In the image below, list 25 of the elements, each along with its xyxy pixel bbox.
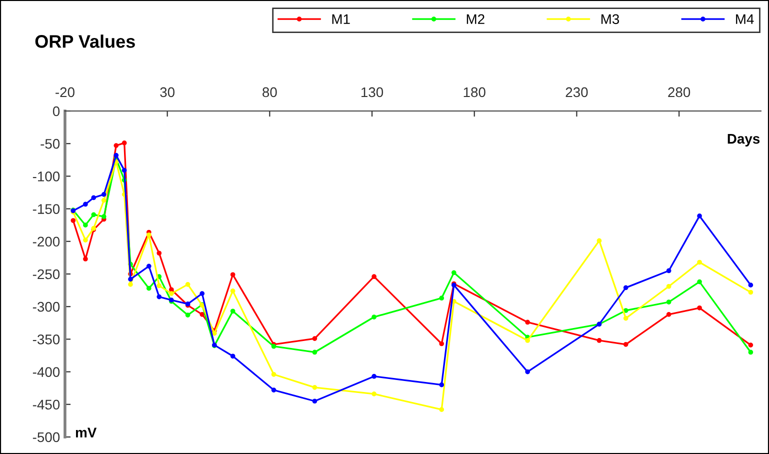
- chart-title: ORP Values: [35, 34, 135, 48]
- y-tick-label: -100: [32, 172, 60, 182]
- legend-label: M4: [736, 14, 754, 24]
- y-axis-title: mV: [76, 428, 97, 438]
- x-tick-label: 30: [160, 87, 175, 98]
- legend-label: M2: [466, 14, 484, 24]
- y-tick-label: -250: [32, 269, 60, 280]
- x-tick-label: 80: [262, 87, 277, 98]
- x-tick-label: 230: [566, 87, 588, 98]
- legend-label: M3: [601, 14, 620, 24]
- y-tick-label: -450: [32, 400, 60, 410]
- y-tick-label: -400: [32, 367, 60, 377]
- legend-label: M1: [332, 14, 350, 24]
- x-tick-label: 280: [668, 87, 690, 98]
- x-axis-title: Days: [728, 134, 760, 146]
- y-tick-label: 0: [52, 106, 60, 116]
- y-tick-label: -150: [32, 204, 60, 214]
- x-tick-label: 130: [361, 87, 384, 98]
- y-tick-label: -350: [32, 334, 60, 344]
- x-tick-label: -20: [56, 87, 74, 98]
- y-tick-label: -200: [32, 236, 60, 247]
- y-tick-label: -50: [40, 138, 60, 149]
- y-tick-label: -300: [32, 302, 60, 312]
- x-tick-label: 180: [464, 87, 486, 98]
- y-tick-label: -500: [32, 432, 60, 442]
